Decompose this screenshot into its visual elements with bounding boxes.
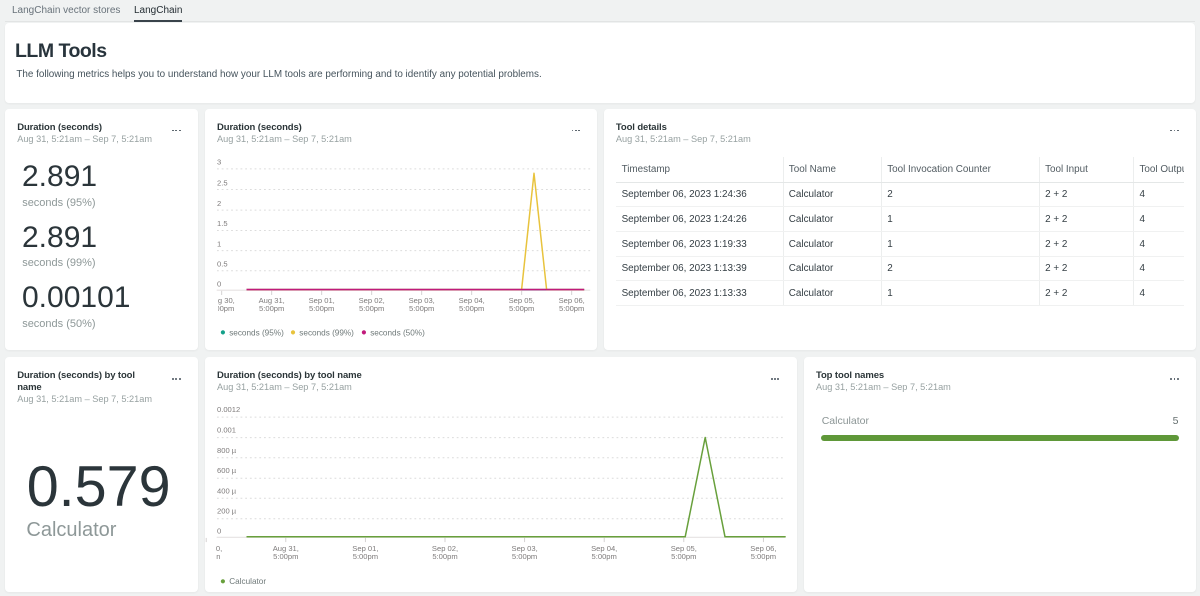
svg-text:0.0012: 0.0012 bbox=[217, 405, 240, 414]
svg-text:0.001: 0.001 bbox=[217, 425, 236, 434]
svg-text:Sep 04,: Sep 04, bbox=[591, 543, 617, 552]
svg-text:400 µ: 400 µ bbox=[217, 486, 237, 495]
svg-text:5:00pm: 5:00pm bbox=[671, 551, 696, 560]
svg-text:5:00pm: 5:00pm bbox=[591, 551, 616, 560]
svg-text:Sep 02,: Sep 02, bbox=[432, 543, 458, 552]
svg-text:5:00pm: 5:00pm bbox=[509, 303, 534, 312]
svg-text:Aug 30,: Aug 30, bbox=[208, 295, 234, 304]
svg-text:5:00pm: 5:00pm bbox=[353, 551, 378, 560]
svg-text:5:00pm: 5:00pm bbox=[209, 303, 234, 312]
svg-text:2.5: 2.5 bbox=[217, 178, 228, 187]
svg-text:Sep 03,: Sep 03, bbox=[408, 295, 434, 304]
svg-text:Aug 31,: Aug 31, bbox=[273, 543, 299, 552]
svg-text:n: n bbox=[216, 551, 220, 560]
svg-text:5:00pm: 5:00pm bbox=[559, 303, 584, 312]
svg-text:0.5: 0.5 bbox=[217, 259, 228, 268]
svg-text:Sep 04,: Sep 04, bbox=[458, 295, 484, 304]
svg-text:5:00pm: 5:00pm bbox=[432, 551, 457, 560]
svg-text:2: 2 bbox=[217, 199, 221, 208]
svg-text:seconds (50%): seconds (50%) bbox=[370, 328, 425, 337]
svg-text:seconds (95%): seconds (95%) bbox=[229, 328, 284, 337]
svg-text:800 µ: 800 µ bbox=[217, 446, 237, 455]
svg-text:1: 1 bbox=[217, 239, 221, 248]
svg-text:seconds (99%): seconds (99%) bbox=[299, 328, 354, 337]
svg-text:5:00pm: 5:00pm bbox=[409, 303, 434, 312]
svg-text:Sep 06,: Sep 06, bbox=[750, 543, 776, 552]
svg-text:Sep 02,: Sep 02, bbox=[358, 295, 384, 304]
svg-text:Sep 01,: Sep 01, bbox=[308, 295, 334, 304]
svg-text:5:00pm: 5:00pm bbox=[512, 551, 537, 560]
svg-text:5:00pm: 5:00pm bbox=[751, 551, 776, 560]
svg-text:200 µ: 200 µ bbox=[217, 506, 237, 515]
svg-text:5:00pm: 5:00pm bbox=[273, 551, 298, 560]
svg-text:600 µ: 600 µ bbox=[217, 466, 237, 475]
svg-text:Sep 05,: Sep 05, bbox=[671, 543, 697, 552]
svg-text:Aug 31,: Aug 31, bbox=[258, 295, 284, 304]
svg-text:0: 0 bbox=[217, 279, 221, 288]
svg-text:0: 0 bbox=[217, 526, 221, 535]
svg-text:1.5: 1.5 bbox=[217, 219, 228, 228]
svg-text:Sep 05,: Sep 05, bbox=[508, 295, 534, 304]
svg-text:0,: 0, bbox=[216, 543, 222, 552]
svg-text:5:00pm: 5:00pm bbox=[459, 303, 484, 312]
svg-text:Sep 01,: Sep 01, bbox=[352, 543, 378, 552]
svg-text:5:00pm: 5:00pm bbox=[309, 303, 334, 312]
svg-text:5:00pm: 5:00pm bbox=[259, 303, 284, 312]
svg-text:Sep 06,: Sep 06, bbox=[558, 295, 584, 304]
svg-text:5:00pm: 5:00pm bbox=[359, 303, 384, 312]
svg-text:Sep 03,: Sep 03, bbox=[511, 543, 537, 552]
svg-text:Calculator: Calculator bbox=[229, 577, 266, 586]
svg-text:3: 3 bbox=[217, 157, 221, 166]
